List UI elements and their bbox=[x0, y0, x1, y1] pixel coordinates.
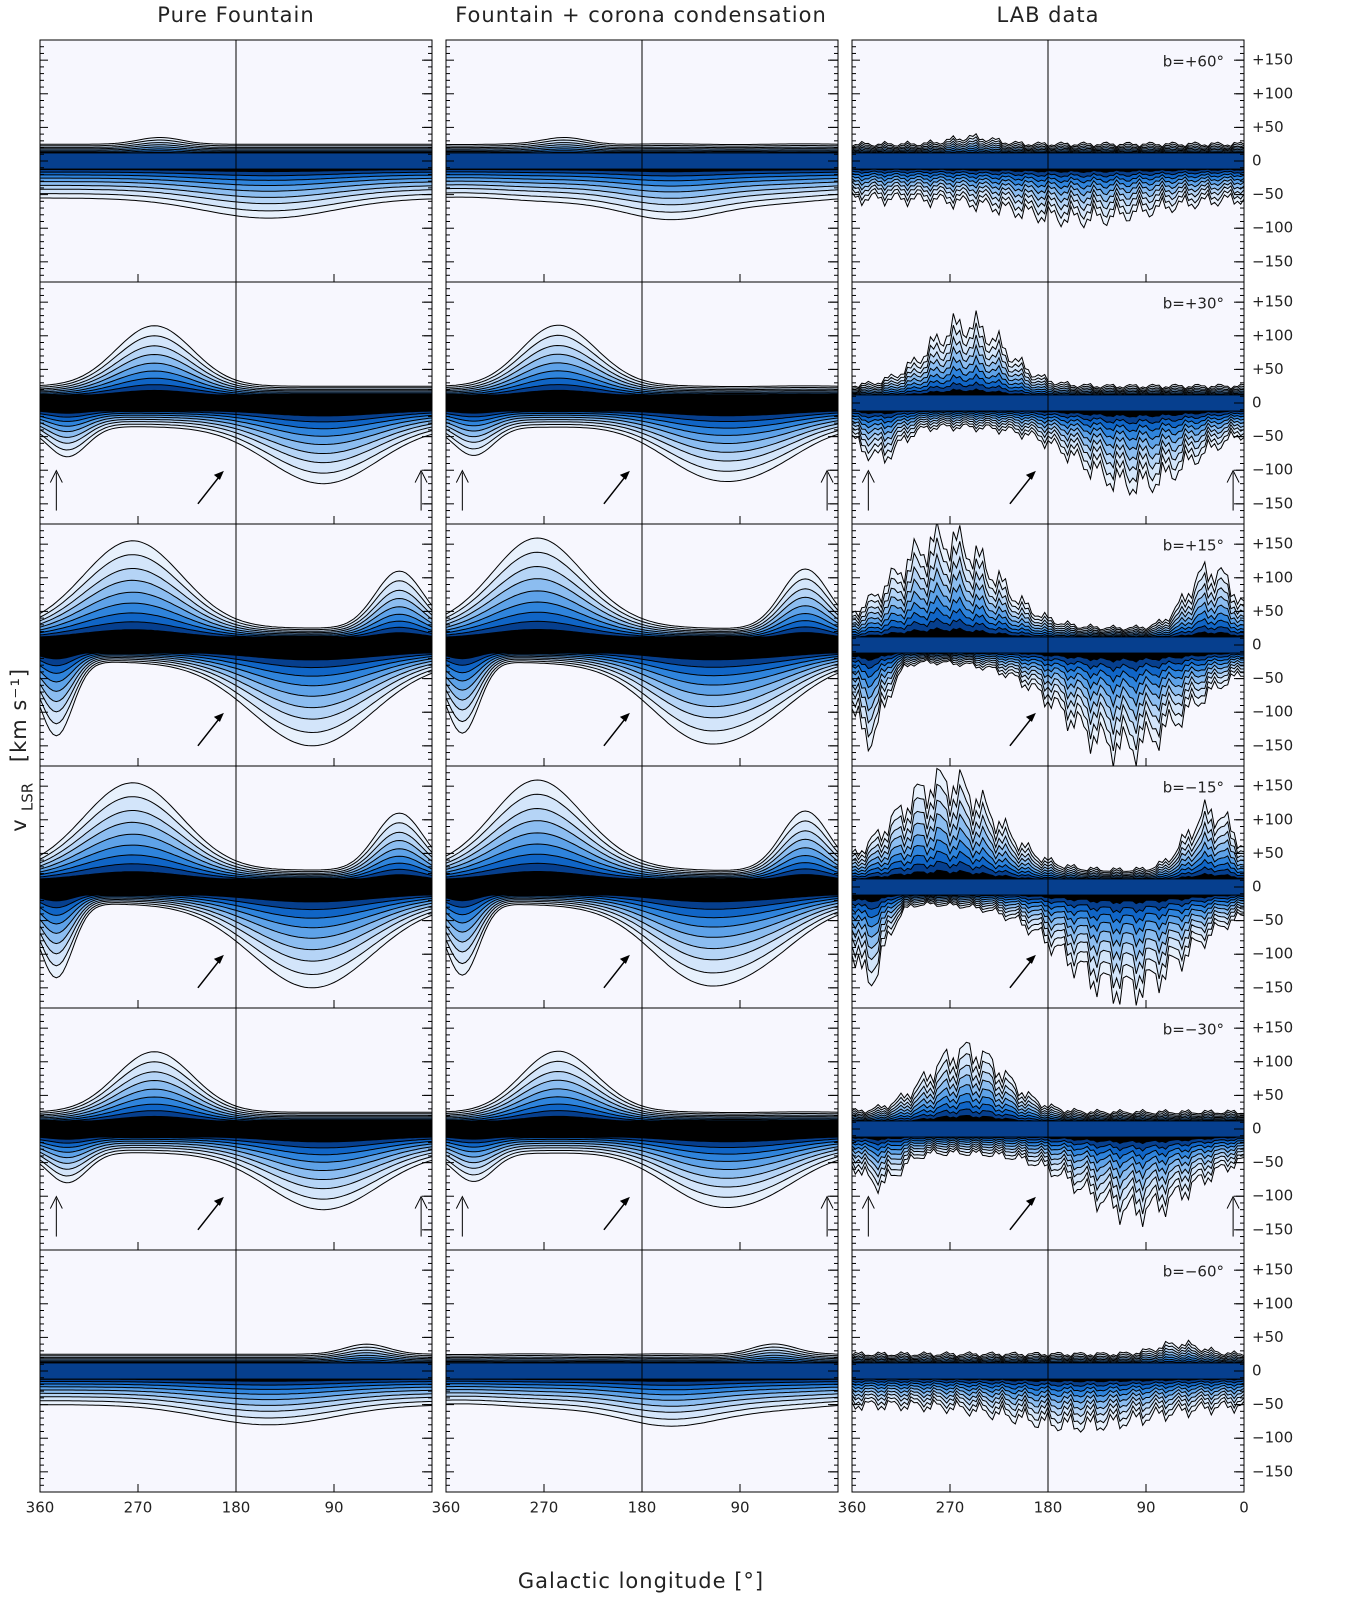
column-title: Pure Fountain bbox=[157, 3, 314, 27]
y-tick-label: −150 bbox=[1252, 736, 1293, 754]
y-tick-label: −100 bbox=[1252, 1429, 1293, 1447]
y-tick-label: 0 bbox=[1252, 152, 1262, 170]
column-title: LAB data bbox=[997, 3, 1100, 27]
y-tick-label: −50 bbox=[1252, 669, 1284, 687]
y-label-main: v bbox=[7, 818, 31, 831]
y-label-sub: LSR bbox=[19, 783, 37, 811]
y-tick-label: +150 bbox=[1252, 1019, 1293, 1037]
y-tick-label: +50 bbox=[1252, 1328, 1284, 1346]
row-label: b=+30° bbox=[1163, 295, 1224, 313]
y-tick-label: −150 bbox=[1252, 1462, 1293, 1480]
x-tick-label: 90 bbox=[324, 1499, 343, 1517]
y-tick-label: −100 bbox=[1252, 219, 1293, 237]
y-tick-label: 0 bbox=[1252, 1362, 1262, 1380]
x-tick-label: 360 bbox=[432, 1499, 461, 1517]
y-tick-label: 0 bbox=[1252, 878, 1262, 896]
y-tick-label: +150 bbox=[1252, 535, 1293, 553]
row-label: b=−15° bbox=[1163, 779, 1224, 797]
y-tick-label: −50 bbox=[1252, 1153, 1284, 1171]
row-label: b=+60° bbox=[1163, 53, 1224, 71]
y-tick-label: +50 bbox=[1252, 118, 1284, 136]
y-label-unit: [km s⁻¹] bbox=[7, 668, 31, 762]
y-tick-label: +150 bbox=[1252, 293, 1293, 311]
y-tick-label: +100 bbox=[1252, 326, 1293, 344]
y-tick-label: +100 bbox=[1252, 568, 1293, 586]
x-tick-label: 180 bbox=[222, 1499, 251, 1517]
y-tick-label: −150 bbox=[1252, 1220, 1293, 1238]
y-tick-label: −100 bbox=[1252, 1187, 1293, 1205]
y-tick-label: −150 bbox=[1252, 252, 1293, 270]
x-tick-label: 270 bbox=[936, 1499, 965, 1517]
y-tick-label: −50 bbox=[1252, 427, 1284, 445]
y-tick-label: −50 bbox=[1252, 185, 1284, 203]
y-tick-label: +50 bbox=[1252, 360, 1284, 378]
y-tick-label: −50 bbox=[1252, 911, 1284, 929]
x-tick-label: 360 bbox=[838, 1499, 867, 1517]
y-tick-label: −100 bbox=[1252, 461, 1293, 479]
x-tick-label: 180 bbox=[628, 1499, 657, 1517]
x-tick-label: 90 bbox=[730, 1499, 749, 1517]
x-tick-label: 0 bbox=[1239, 1499, 1249, 1517]
x-tick-label: 270 bbox=[124, 1499, 153, 1517]
column-title: Fountain + corona condensation bbox=[455, 3, 827, 27]
y-tick-label: 0 bbox=[1252, 636, 1262, 654]
y-tick-label: +50 bbox=[1252, 844, 1284, 862]
y-tick-label: +150 bbox=[1252, 1261, 1293, 1279]
y-tick-label: 0 bbox=[1252, 1120, 1262, 1138]
row-label: b=+15° bbox=[1163, 537, 1224, 555]
y-tick-label: +50 bbox=[1252, 602, 1284, 620]
y-tick-label: 0 bbox=[1252, 394, 1262, 412]
y-tick-label: −100 bbox=[1252, 945, 1293, 963]
y-tick-label: +100 bbox=[1252, 84, 1293, 102]
row-label: b=−30° bbox=[1163, 1021, 1224, 1039]
y-tick-label: +100 bbox=[1252, 1052, 1293, 1070]
x-tick-label: 360 bbox=[26, 1499, 55, 1517]
x-axis-label: Galactic longitude [°] bbox=[518, 1569, 764, 1593]
y-tick-label: −150 bbox=[1252, 494, 1293, 512]
figure: LAB data Pure Fountain Fountain + corona… bbox=[0, 0, 1349, 1614]
y-tick-label: −150 bbox=[1252, 978, 1293, 996]
y-tick-label: +150 bbox=[1252, 777, 1293, 795]
y-tick-label: +50 bbox=[1252, 1086, 1284, 1104]
y-tick-label: +100 bbox=[1252, 1294, 1293, 1312]
y-tick-label: +150 bbox=[1252, 51, 1293, 69]
y-tick-label: +100 bbox=[1252, 810, 1293, 828]
x-tick-label: 270 bbox=[530, 1499, 559, 1517]
y-tick-label: −50 bbox=[1252, 1395, 1284, 1413]
y-axis-label: v LSR [km s⁻¹] bbox=[7, 668, 37, 832]
x-tick-label: 180 bbox=[1034, 1499, 1063, 1517]
row-label: b=−60° bbox=[1163, 1263, 1224, 1281]
y-tick-label: −100 bbox=[1252, 703, 1293, 721]
x-tick-label: 90 bbox=[1136, 1499, 1155, 1517]
